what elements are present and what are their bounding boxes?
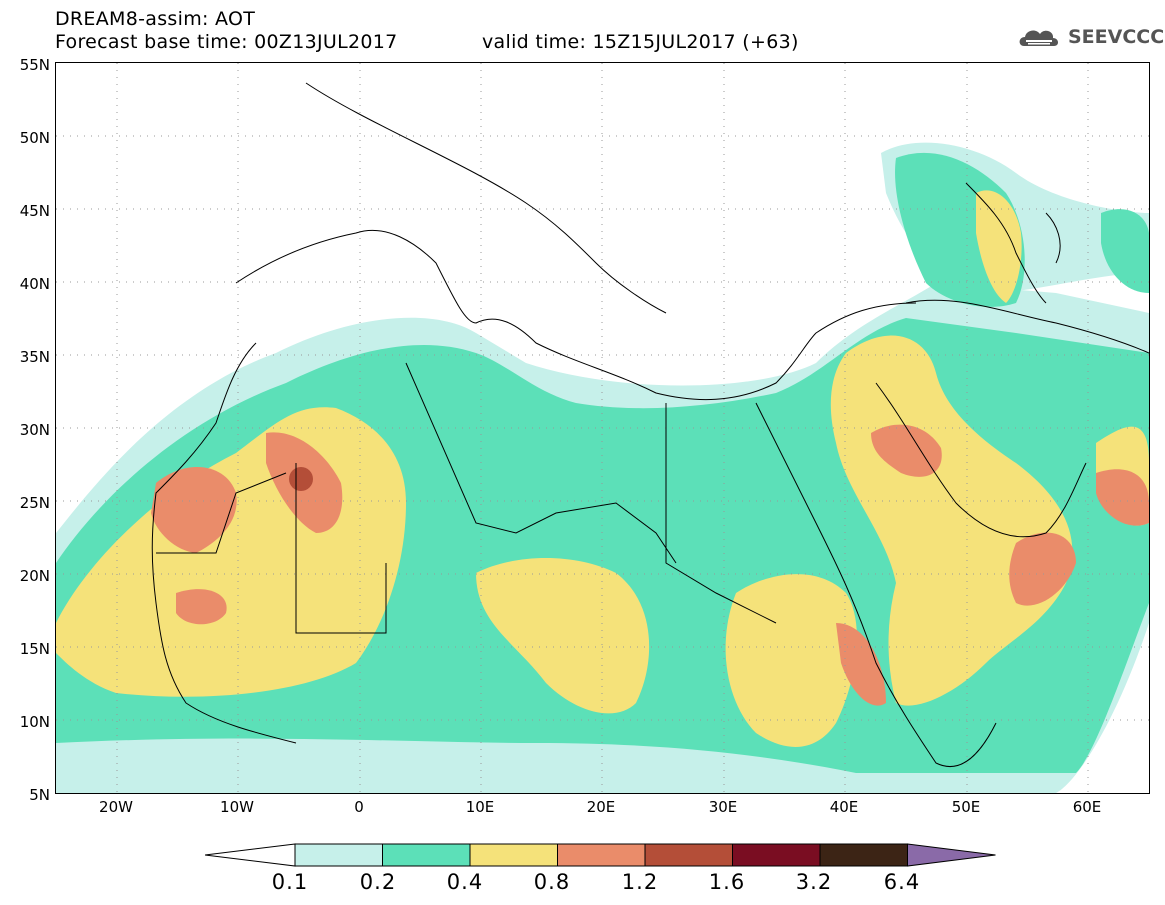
colorbar-label: 0.4 [446,870,484,894]
coastlines [151,82,1149,768]
lon-label: 0 [354,798,364,816]
lon-label: 60E [1072,798,1102,816]
colorbar-segment [819,843,908,867]
lat-label: 30N [19,421,50,439]
lon-label: 50E [951,798,981,816]
lat-label: 55N [19,56,50,74]
lat-label: 45N [19,202,50,220]
aot-map [55,62,1150,794]
aot-band-0.8-1.2 [151,424,1149,706]
colorbar-segment [644,843,733,867]
colorbar-segment [382,843,471,867]
colorbar-segment [557,843,646,867]
lat-label: 25N [19,494,50,512]
lon-label: 30E [708,798,738,816]
colorbar-label: 0.8 [533,870,571,894]
lon-label: 10E [465,798,495,816]
forecast-base-time: Forecast base time: 00Z13JUL2017 [55,31,398,53]
lon-label: 10W [220,798,254,816]
colorbar-segment [732,843,821,867]
lat-label: 5N [29,786,50,804]
colorbar-segment [907,843,996,867]
logo-text: SEEVCCC [1068,26,1165,48]
chart-title: DREAM8-assim: AOT [55,8,256,30]
lat-label: 15N [19,640,50,658]
colorbar-label: 0.2 [359,870,397,894]
lat-label: 35N [19,348,50,366]
lat-label: 10N [19,713,50,731]
valid-time: valid time: 15Z15JUL2017 (+63) [482,31,799,53]
colorbar-label: 0.1 [271,870,309,894]
aot-band-1.2-1.6 [289,467,313,491]
lat-label: 20N [19,567,50,585]
lon-label: 20W [99,798,133,816]
colorbar-label: 1.6 [708,870,746,894]
colorbar [205,843,996,867]
colorbar-label: 1.2 [621,870,659,894]
lon-label: 20E [586,798,616,816]
lat-label: 50N [19,129,50,147]
colorbar-label: 6.4 [883,870,921,894]
colorbar-label: 3.2 [795,870,833,894]
colorbar-segment [469,843,558,867]
colorbar-segment [205,843,296,867]
lat-label: 40N [19,275,50,293]
colorbar-segment [294,843,383,867]
lon-label: 40E [829,798,859,816]
graticule [56,63,1149,793]
cloud-icon [1019,30,1059,46]
